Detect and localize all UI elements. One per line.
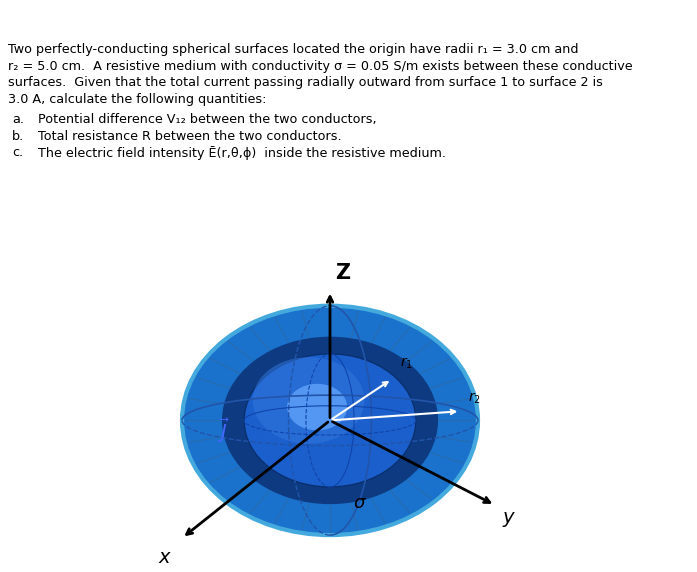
Text: $r_2$: $r_2$ [468,391,481,406]
Ellipse shape [182,305,478,535]
Ellipse shape [287,384,347,430]
Text: $x$: $x$ [158,548,172,567]
Text: Two perfectly-conducting spherical surfaces located the origin have radii r₁ = 3: Two perfectly-conducting spherical surfa… [8,43,579,57]
Text: Z: Z [335,263,350,283]
Text: b.: b. [12,130,24,142]
Text: The electric field intensity Ē(r,θ,ϕ)  inside the resistive medium.: The electric field intensity Ē(r,θ,ϕ) in… [38,146,446,160]
Text: $r_1$: $r_1$ [400,356,413,371]
Text: c.: c. [12,146,23,159]
Text: $\vec{J}$: $\vec{J}$ [217,416,230,444]
Text: Potential difference V₁₂ between the two conductors,: Potential difference V₁₂ between the two… [38,113,376,126]
Text: $y$: $y$ [502,510,516,529]
Text: Total resistance R between the two conductors.: Total resistance R between the two condu… [38,130,342,142]
Ellipse shape [244,354,416,487]
Text: r₂ = 5.0 cm.  A resistive medium with conductivity σ = 0.05 S/m exists between t: r₂ = 5.0 cm. A resistive medium with con… [8,60,633,73]
Text: $\sigma$: $\sigma$ [353,494,367,512]
Text: Problem #2: Problem #2 [8,8,108,23]
Ellipse shape [222,337,438,504]
Ellipse shape [253,358,365,444]
Text: 3.0 A, calculate the following quantities:: 3.0 A, calculate the following quantitie… [8,93,266,106]
Text: a.: a. [12,113,24,126]
Text: surfaces.  Given that the total current passing radially outward from surface 1 : surfaces. Given that the total current p… [8,76,603,89]
